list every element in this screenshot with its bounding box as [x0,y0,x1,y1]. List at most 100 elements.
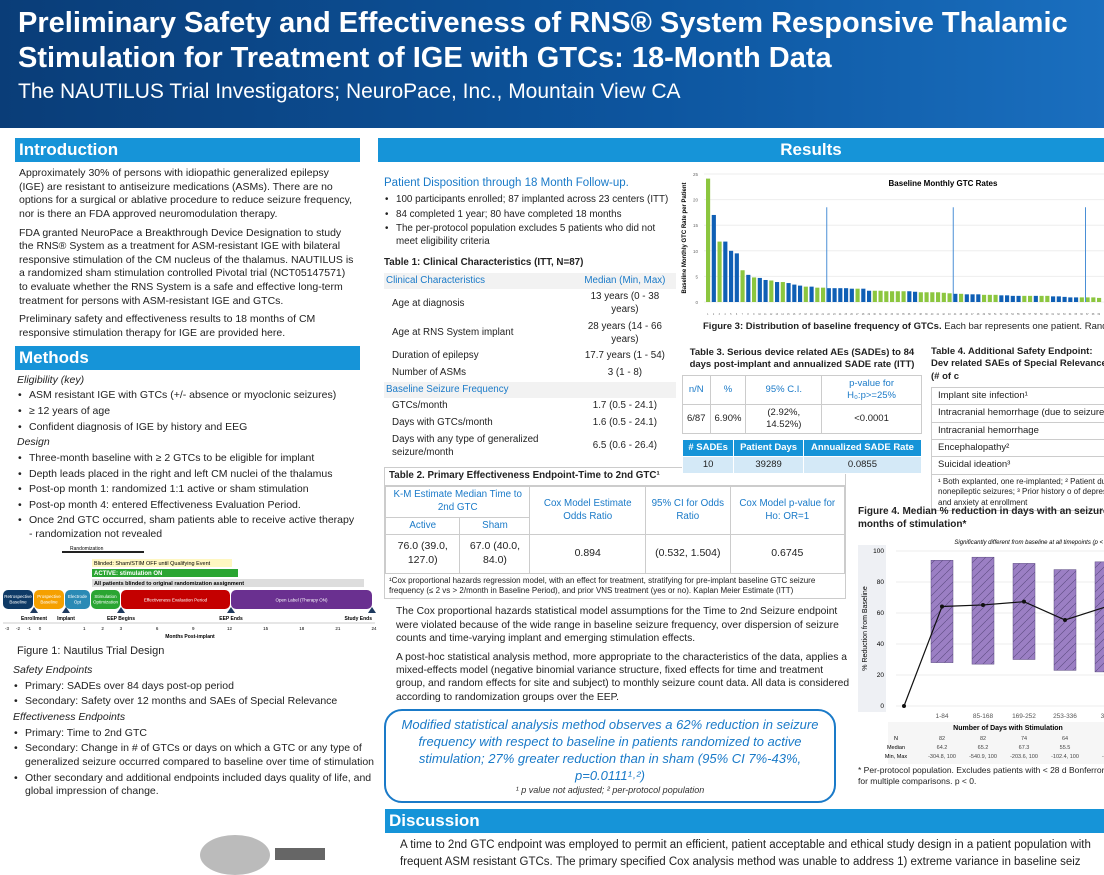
table1-title: Table 1: Clinical Characteristics (ITT, … [384,257,676,270]
axis-tick-label: 15 [263,626,269,631]
bar-patient-16 [792,285,796,302]
stats-cell: 64 [1062,736,1068,742]
x-tick-label: 65 [1074,313,1077,316]
list-item: 100 participants enrolled; 87 implanted … [384,194,676,207]
x-tick-label: 19 [810,313,813,316]
table3: Table 3. Serious device related AEs (SAD… [682,347,922,474]
bar-patient-14 [781,282,785,302]
effectiveness-list: Primary: Time to 2nd GTCSecondary: Chang… [13,727,375,799]
row-label: Number of ASMs [384,365,574,382]
figure1-caption: Figure 1: Nautilus Trial Design [17,644,360,658]
x-tick-label: 35 [902,313,905,316]
table2-km-header: K-M Estimate Median Time to 2nd GTC [386,487,530,517]
bar-patient-56 [1022,296,1026,302]
bar-patient-24 [838,288,842,302]
bar-patient-3 [718,242,722,302]
stats-row-label: Min, Max [885,754,908,760]
y-tick-label: 100 [873,548,884,555]
milestone-label: EEP Ends [219,616,243,622]
axis-tick-label: 21 [335,626,341,631]
bar-patient-18 [804,287,808,302]
table3-title: Table 3. Serious device related AEs (SAD… [682,347,922,371]
x-tick-label: 2 [713,313,715,316]
row-label: Days with GTCs/month [384,415,574,432]
x-tick-label: 56 [1023,313,1026,316]
x-tick-label: 24 [839,313,842,316]
stats-cell: -540.9, 100 [969,754,997,760]
x-tick-label: 20 [816,313,819,316]
x-tick-label: 37 [913,313,916,316]
x-tick-label: 41 [936,313,939,316]
figure4-title: Figure 4. Median % reduction in days wit… [858,505,1104,531]
list-item: Three-month baseline with ≥ 2 GTCs to be… [17,452,358,466]
bar-patient-45 [959,294,963,302]
milestone-label: Enrollment [21,616,47,622]
bar-patient-61 [1051,296,1055,302]
sade-header: Patient Days [734,440,804,457]
bar-patient-46 [965,294,969,302]
bar-patient-51 [994,295,998,302]
stats-row-label: Median [887,745,905,751]
axis-tick-label: 3 [120,626,123,631]
x-tick-label: 337 [1101,713,1104,720]
stats-cell: -203.6, 100 [1010,754,1038,760]
bar-patient-39 [925,292,929,302]
bar-patient-53 [1005,295,1009,302]
bar-patient-40 [930,292,934,302]
bar-patient-4 [723,242,727,302]
bar-patient-64 [1068,297,1072,302]
bar-patient-30 [873,291,877,302]
chart-title: Baseline Monthly GTC Rates [889,179,998,188]
bar-patient-35 [902,291,906,302]
bar-patient-1 [706,179,710,302]
axis-tick-label: 1 [83,626,86,631]
intro-heading: Introduction [15,138,360,162]
median-point [902,704,906,708]
x-tick-label: 5 [730,313,732,316]
range-bar-337 [1095,562,1104,672]
x-tick-label: 23 [833,313,836,316]
methods-heading: Methods [15,346,360,370]
bar-patient-23 [833,288,837,302]
bar-patient-2 [712,215,716,302]
range-bar-1-84 [931,560,953,662]
axis-tick-label: -3 [5,626,9,631]
row-value: 13 years (0 - 38 years) [574,289,676,318]
x-tick-label: 22 [827,313,830,316]
table3-cell: 95% C.I. [746,376,822,405]
axis-tick-label: 0 [39,626,42,631]
bar-patient-60 [1045,296,1049,302]
row-label: Age at diagnosis [384,289,574,318]
x-tick-label: 29 [867,313,870,316]
table4-row: Encephalopathy² [932,440,1104,457]
bar-patient-57 [1028,296,1032,302]
figure4: Figure 4. Median % reduction in days wit… [858,505,1104,795]
sade-value: 0.0855 [803,457,921,474]
safety-list: Primary: SADEs over 84 days post-op peri… [13,680,375,709]
bar-patient-54 [1011,296,1015,302]
table4-row: Intracranial hemorrhage (due to seizure [932,405,1104,422]
x-tick-label: 52 [1000,313,1003,316]
x-tick-label: 25 [844,313,847,316]
y-axis-label: Baseline Monthly GTC Rate per Patient [682,182,688,293]
x-tick-label: 33 [890,313,893,316]
randomization-label: Randomization [70,546,104,552]
x-tick-label: 13 [775,313,778,316]
x-tick-label: 39 [925,313,928,316]
milestone-label: Implant [57,616,75,622]
x-tick-label: 30 [873,313,876,316]
y-tick-label: 20 [693,198,699,203]
table1: Table 1: Clinical Characteristics (ITT, … [384,257,676,462]
sade-value: 39289 [734,457,804,474]
left-column: Introduction Approximately 30% of person… [15,138,360,801]
table2-cox-header: Cox Model Estimate Odds Ratio [530,487,646,535]
eligibility-label: Eligibility (key) [17,374,358,388]
bar-patient-34 [896,291,900,302]
x-tick-label: 63 [1063,313,1066,316]
figure3-caption-title: Figure 3: Distribution of baseline frequ… [703,321,942,332]
x-tick-label: 68 [1092,313,1095,316]
x-tick-label: 49 [982,313,985,316]
